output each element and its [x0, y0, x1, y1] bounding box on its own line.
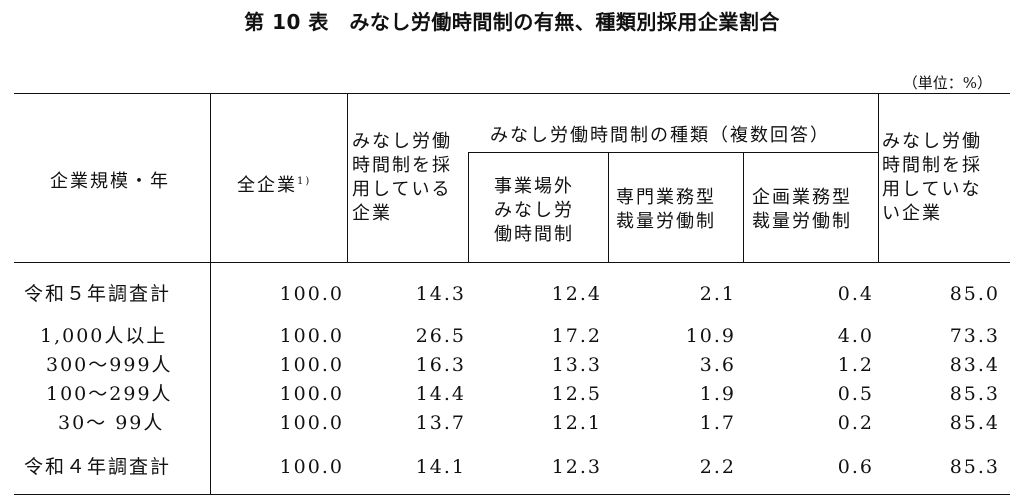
col-divider-1	[210, 93, 211, 495]
cell-r4-planning: 0.6	[837, 456, 874, 478]
cell-r4-not-adopted: 85.3	[949, 456, 1000, 478]
cell-300-999-outside: 13.3	[551, 354, 602, 376]
cell-r5-outside: 12.4	[551, 283, 602, 305]
cell-r5-adopted: 14.3	[415, 283, 466, 305]
header-adopted-line-1: みなし労働	[352, 131, 452, 152]
cell-300-999-professional: 3.6	[699, 354, 736, 376]
cell-1000plus-planning: 4.0	[837, 325, 874, 347]
cell-r4-professional: 2.2	[699, 456, 736, 478]
cell-30-99-all: 100.0	[279, 412, 344, 434]
header-type-professional-line-1: 専門業務型	[616, 187, 716, 208]
cell-100-299-planning: 0.5	[837, 383, 874, 405]
row-label-r4-total: 令和４年調査計	[24, 456, 172, 478]
cell-30-99-not-adopted: 85.4	[949, 412, 1000, 434]
cell-r4-all: 100.0	[279, 456, 344, 478]
row-label-100-299: 100～299人	[46, 383, 173, 405]
bottom-rule	[14, 494, 1010, 495]
cell-30-99-adopted: 13.7	[415, 412, 466, 434]
cell-1000plus-adopted: 26.5	[415, 325, 466, 347]
col-divider-5	[743, 152, 744, 262]
col-divider-4	[608, 152, 609, 262]
cell-1000plus-not-adopted: 73.3	[949, 325, 1000, 347]
header-type-planning-line-2: 裁量労働制	[752, 211, 852, 232]
cell-30-99-outside: 12.1	[551, 412, 602, 434]
header-all-companies: 全企業1)	[237, 170, 311, 198]
cell-100-299-all: 100.0	[279, 383, 344, 405]
header-not-adopted: みなし労働 時間制を採 用していな い企業	[882, 130, 982, 226]
cell-300-999-not-adopted: 83.4	[949, 354, 1000, 376]
header-adopted-line-4: 企業	[352, 203, 392, 224]
row-label-300-999: 300～999人	[46, 354, 173, 376]
cell-1000plus-outside: 17.2	[551, 325, 602, 347]
cell-30-99-planning: 0.2	[837, 412, 874, 434]
cell-100-299-not-adopted: 85.3	[949, 383, 1000, 405]
row-label-30-99: 30～ 99人	[58, 412, 165, 434]
header-types-group: みなし労働時間制の種類（複数回答）	[490, 125, 830, 146]
header-type-planning-line-1: 企画業務型	[752, 187, 852, 208]
row-label-r5-total: 令和５年調査計	[24, 283, 172, 305]
header-adopted-line-2: 時間制を採	[352, 155, 452, 176]
col-divider-6	[878, 93, 879, 262]
header-type-planning: 企画業務型 裁量労働制	[752, 186, 852, 234]
header-row-label: 企業規模・年	[50, 171, 170, 192]
cell-r5-professional: 2.1	[699, 283, 736, 305]
header-adopted-line-3: 用している	[352, 179, 452, 200]
row-label-1000plus: 1,000人以上	[40, 325, 168, 347]
cell-300-999-all: 100.0	[279, 354, 344, 376]
header-adopted: みなし労働 時間制を採 用している 企業	[352, 130, 452, 226]
header-type-outside: 事業場外 みなし労 働時間制	[494, 175, 574, 247]
cell-30-99-professional: 1.7	[699, 412, 736, 434]
col-divider-3	[468, 152, 469, 262]
header-type-professional-line-2: 裁量労働制	[616, 211, 716, 232]
cell-r4-outside: 12.3	[551, 456, 602, 478]
cell-r4-adopted: 14.1	[415, 456, 466, 478]
top-rule	[14, 93, 1010, 94]
cell-100-299-adopted: 14.4	[415, 383, 466, 405]
header-type-professional: 専門業務型 裁量労働制	[616, 186, 716, 234]
header-type-outside-line-3: 働時間制	[494, 224, 574, 245]
col-divider-2	[347, 93, 348, 262]
types-group-underline	[468, 152, 878, 153]
cell-1000plus-all: 100.0	[279, 325, 344, 347]
cell-100-299-outside: 12.5	[551, 383, 602, 405]
cell-r5-not-adopted: 85.0	[949, 283, 1000, 305]
header-all-note: 1)	[297, 176, 312, 187]
header-type-outside-line-2: みなし労	[494, 200, 574, 221]
cell-1000plus-professional: 10.9	[685, 325, 736, 347]
unit-label: （単位：%）	[902, 74, 992, 92]
header-not-adopted-line-3: 用していな	[882, 179, 982, 200]
header-not-adopted-line-2: 時間制を採	[882, 155, 982, 176]
header-type-outside-line-1: 事業場外	[494, 176, 574, 197]
cell-r5-planning: 0.4	[837, 283, 874, 305]
header-all-label: 全企業	[237, 175, 297, 196]
header-not-adopted-line-4: い企業	[882, 203, 942, 224]
cell-100-299-professional: 1.9	[699, 383, 736, 405]
cell-300-999-planning: 1.2	[837, 354, 874, 376]
header-bottom-rule	[14, 262, 1010, 263]
cell-r5-all: 100.0	[279, 283, 344, 305]
table-title: 第 10 表 みなし労働時間制の有無、種類別採用企業割合	[244, 10, 780, 34]
header-not-adopted-line-1: みなし労働	[882, 131, 982, 152]
cell-300-999-adopted: 16.3	[415, 354, 466, 376]
